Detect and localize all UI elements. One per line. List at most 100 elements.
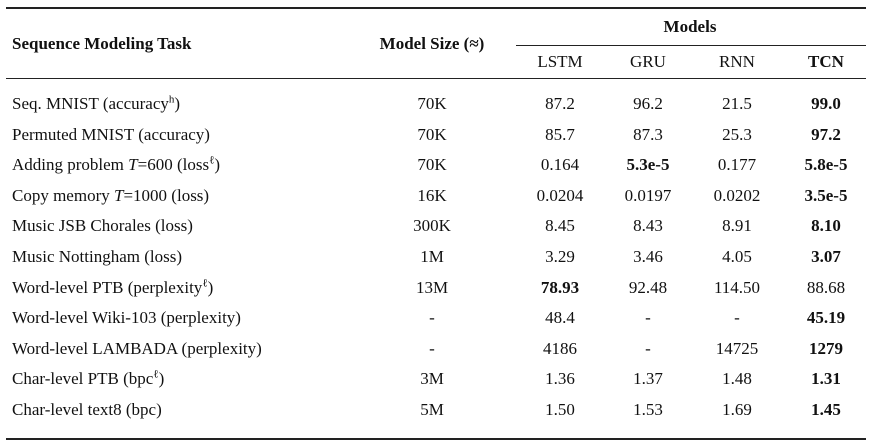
task-text: Word-level Wiki-103 (perplexity): [12, 308, 241, 328]
value-cell: 96.2: [633, 94, 663, 113]
value-cell: 0.0202: [713, 185, 761, 205]
model-header: RNN: [719, 52, 755, 71]
models-header: Models: [663, 17, 717, 36]
value-cell: 48.4: [545, 308, 575, 328]
task-text: Music Nottingham (loss): [12, 247, 182, 266]
value-cell: 3.07: [811, 247, 841, 266]
task-header: Sequence Modeling Task: [12, 34, 192, 53]
model-header: GRU: [630, 52, 666, 71]
task-text: Char-level text8 (bpc): [12, 400, 162, 419]
task-text: ): [207, 277, 214, 297]
value-cell: 87.3: [633, 124, 663, 144]
value-cell: 1279: [809, 338, 843, 358]
size-cell: 70K: [417, 94, 447, 113]
value-cell: 8.10: [811, 216, 841, 236]
model-header: LSTM: [537, 52, 583, 71]
value-cell: 1.37: [633, 369, 663, 389]
value-cell: 8.43: [633, 216, 663, 236]
task-cell: Char-level text8 (bpc): [12, 400, 162, 420]
task-text: Word-level LAMBADA (perplexity): [12, 338, 262, 358]
size-cell: 300K: [413, 216, 451, 236]
value-cell: 0.0204: [536, 185, 584, 205]
value-cell: 1.50: [545, 400, 575, 419]
task-text: ): [214, 155, 221, 175]
task-cell: Char-level PTB (bpcℓ): [12, 369, 164, 389]
value-cell: 1.45: [811, 400, 841, 419]
value-cell: 1.69: [722, 400, 752, 419]
task-text: h: [168, 93, 175, 106]
task-cell: Copy memory T=1000 (loss): [12, 186, 209, 206]
value-cell: 78.93: [540, 277, 580, 297]
task-text: ℓ: [202, 276, 208, 289]
task-cell: Adding problem T=600 (lossℓ): [12, 155, 220, 175]
value-cell: 45.19: [806, 308, 846, 328]
bottom-rule: [6, 438, 866, 440]
value-cell: 1.36: [545, 369, 575, 389]
value-cell: 3.46: [633, 247, 663, 266]
value-cell: 8.91: [722, 216, 752, 236]
task-cell: Music Nottingham (loss): [12, 247, 182, 267]
task-text: Seq. MNIST (accuracy: [12, 94, 169, 113]
task-text: T: [114, 185, 124, 205]
value-cell: -: [734, 308, 740, 328]
value-cell: 85.7: [545, 124, 575, 144]
size-cell: 70K: [417, 124, 447, 144]
size-header: Model Size (≈): [379, 34, 485, 53]
size-cell: 13M: [415, 277, 449, 297]
task-text: Music JSB Chorales (loss): [12, 216, 193, 236]
value-cell: 0.164: [540, 155, 580, 175]
size-cell: 1M: [420, 247, 444, 266]
value-cell: 8.45: [545, 216, 575, 236]
value-cell: 0.177: [717, 155, 757, 175]
value-cell: -: [645, 308, 651, 328]
task-cell: Word-level PTB (perplexityℓ): [12, 276, 214, 298]
size-cell: 70K: [417, 155, 447, 175]
value-cell: -: [645, 338, 651, 358]
task-text: ): [158, 369, 165, 389]
task-cell: Music JSB Chorales (loss): [12, 216, 193, 236]
value-cell: 114.50: [713, 277, 761, 297]
value-cell: 0.0197: [624, 185, 672, 205]
value-cell: 3.29: [545, 247, 575, 266]
value-cell: 5.8e-5: [804, 155, 848, 175]
value-cell: 1.53: [633, 400, 663, 419]
value-cell: 4186: [543, 338, 577, 358]
value-cell: 1.31: [811, 369, 841, 389]
value-cell: 25.3: [722, 124, 752, 144]
task-text: =600 (loss: [137, 155, 210, 175]
value-cell: 99.0: [811, 94, 841, 113]
value-cell: 97.2: [811, 124, 841, 144]
task-text: ℓ: [209, 154, 215, 167]
value-cell: 4.05: [722, 247, 752, 266]
models-rule: [516, 45, 866, 46]
size-cell: 16K: [417, 185, 447, 205]
size-cell: 5M: [420, 400, 444, 419]
value-cell: 21.5: [722, 94, 752, 113]
size-cell: 3M: [420, 369, 444, 389]
task-text: Copy memory: [12, 185, 114, 205]
task-text: ): [174, 94, 181, 113]
task-text: Permuted MNIST (accuracy): [12, 124, 210, 144]
task-text: Adding problem: [12, 155, 129, 175]
task-text: ℓ: [153, 368, 159, 381]
task-text: =1000 (loss): [123, 185, 210, 205]
value-cell: 87.2: [545, 94, 575, 113]
value-cell: 1.48: [722, 369, 752, 389]
size-cell: -: [429, 308, 435, 328]
task-cell: Permuted MNIST (accuracy): [12, 125, 210, 145]
size-cell: -: [429, 338, 435, 358]
task-text: Word-level PTB (perplexity: [12, 277, 203, 297]
value-cell: 92.48: [628, 277, 668, 297]
task-text: T: [128, 155, 138, 175]
value-cell: 14725: [715, 338, 759, 358]
header-rule: [6, 78, 866, 79]
value-cell: 3.5e-5: [804, 185, 848, 205]
task-cell: Word-level Wiki-103 (perplexity): [12, 308, 241, 328]
task-cell: Word-level LAMBADA (perplexity): [12, 339, 262, 359]
top-rule: [6, 7, 866, 9]
task-text: Char-level PTB (bpc: [12, 369, 154, 389]
task-cell: Seq. MNIST (accuracyh): [12, 94, 180, 114]
value-cell: 88.68: [806, 277, 846, 297]
value-cell: 5.3e-5: [626, 155, 670, 175]
